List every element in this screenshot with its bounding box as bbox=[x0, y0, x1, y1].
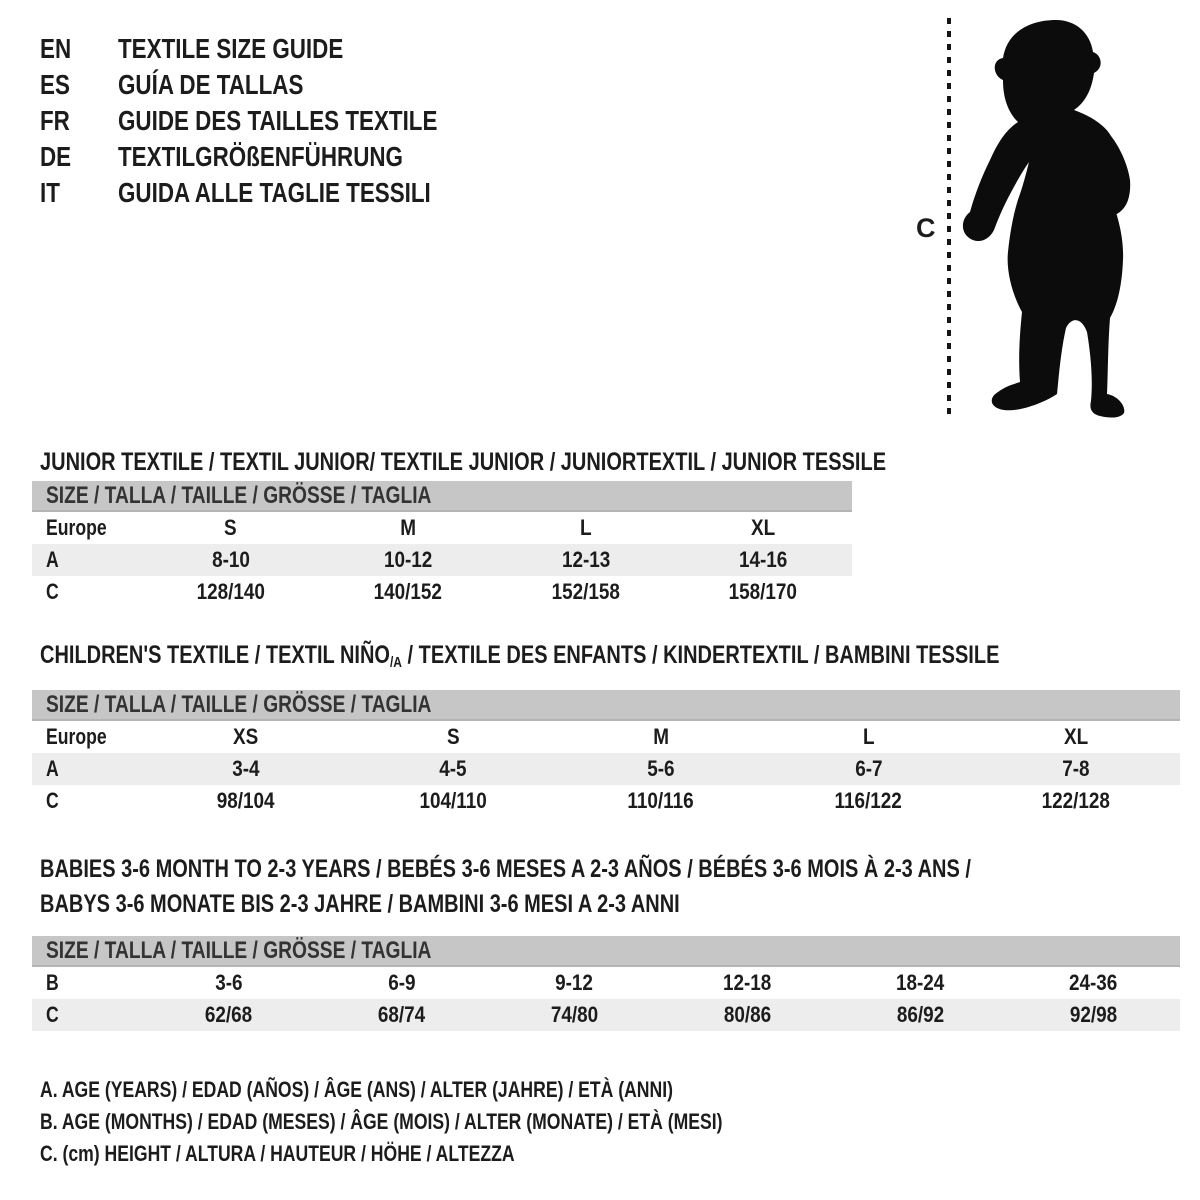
children-title-suffix: / TEXTILE DES ENFANTS / KINDERTEXTIL / B… bbox=[401, 641, 1000, 669]
toddler-silhouette bbox=[962, 20, 1131, 418]
table-row-europe: Europe XS S M L XL bbox=[32, 721, 1180, 753]
table-row-europe: Europe S M L XL bbox=[32, 512, 852, 544]
height-cell: 86/92 bbox=[896, 1002, 945, 1027]
age-cell: 3-4 bbox=[232, 756, 260, 781]
size-cell: S bbox=[447, 724, 460, 749]
language-code: DE bbox=[40, 141, 72, 172]
size-cell: S bbox=[224, 515, 238, 540]
guide-title-fr: GUIDE DES TAILLES TEXTILE bbox=[118, 105, 438, 136]
height-cell: 122/128 bbox=[1041, 788, 1111, 813]
language-code: FR bbox=[40, 105, 70, 136]
age-cell: 3-6 bbox=[214, 970, 243, 995]
age-cell: 18-24 bbox=[896, 970, 945, 995]
language-row-de: DE TEXTILGRÖßENFÜHRUNG bbox=[40, 139, 517, 175]
size-header-label: SIZE / TALLA / TAILLE / GRÖSSE / TAGLIA bbox=[46, 690, 432, 718]
age-cell: 9-12 bbox=[555, 970, 594, 995]
age-cell: 10-12 bbox=[384, 547, 433, 572]
junior-size-header-bar: SIZE / TALLA / TAILLE / GRÖSSE / TAGLIA bbox=[32, 481, 852, 512]
row-label: A bbox=[46, 547, 59, 572]
legend-note-c: C. (cm) HEIGHT / ALTURA / HAUTEUR / HÖHE… bbox=[40, 1141, 515, 1166]
height-cell: 80/86 bbox=[723, 1002, 772, 1027]
legend-note-b: B. AGE (MONTHS) / EDAD (MESES) / ÂGE (MO… bbox=[40, 1109, 723, 1134]
language-row-es: ES GUÍA DE TALLAS bbox=[40, 67, 517, 103]
children-section-title: CHILDREN'S TEXTILE / TEXTIL NIÑO/A / TEX… bbox=[40, 640, 1200, 678]
table-row-age-months: B 3-6 6-9 9-12 12-18 18-24 24-36 bbox=[32, 967, 1180, 999]
guide-title-es: GUÍA DE TALLAS bbox=[118, 69, 304, 100]
height-measure-dashed-line bbox=[947, 18, 951, 416]
height-cell: 158/170 bbox=[729, 579, 798, 604]
babies-title-line1: BABIES 3-6 MONTH TO 2-3 YEARS / BEBÉS 3-… bbox=[40, 855, 971, 883]
age-cell: 8-10 bbox=[211, 547, 250, 572]
babies-size-header-bar: SIZE / TALLA / TAILLE / GRÖSSE / TAGLIA bbox=[32, 936, 1180, 967]
height-cell: 62/68 bbox=[204, 1002, 253, 1027]
children-title-sub: /A bbox=[389, 654, 402, 671]
table-row-height-cm: C 98/104 104/110 110/116 116/122 122/128 bbox=[32, 785, 1180, 817]
babies-title-line2: BABYS 3-6 MONATE BIS 2-3 JAHRE / BAMBINI… bbox=[40, 890, 680, 918]
row-label: C bbox=[46, 579, 59, 604]
height-cell: 74/80 bbox=[550, 1002, 599, 1027]
language-code: IT bbox=[40, 177, 60, 208]
age-cell: 5-6 bbox=[647, 756, 675, 781]
legend-note-a: A. AGE (YEARS) / EDAD (AÑOS) / ÂGE (ANS)… bbox=[40, 1077, 673, 1102]
language-row-fr: FR GUIDE DES TAILLES TEXTILE bbox=[40, 103, 517, 139]
row-label: Europe bbox=[46, 515, 107, 540]
height-measure-label: C bbox=[916, 213, 936, 243]
size-cell: L bbox=[862, 724, 875, 749]
age-cell: 6-7 bbox=[854, 756, 883, 781]
height-cell: 110/116 bbox=[627, 788, 695, 813]
table-row-age-years: A 3-4 4-5 5-6 6-7 7-8 bbox=[32, 753, 1180, 785]
language-code: EN bbox=[40, 33, 72, 64]
babies-size-table: SIZE / TALLA / TAILLE / GRÖSSE / TAGLIA … bbox=[32, 936, 1180, 1031]
table-row-age-years: A 8-10 10-12 12-13 14-16 bbox=[32, 544, 852, 576]
row-label: C bbox=[46, 1002, 59, 1027]
table-row-height-cm: C 62/68 68/74 74/80 80/86 86/92 92/98 bbox=[32, 999, 1180, 1031]
height-cell: 128/140 bbox=[196, 579, 265, 604]
size-cell: XS bbox=[233, 724, 259, 749]
language-row-it: IT GUIDA ALLE TAGLIE TESSILI bbox=[40, 175, 517, 211]
height-cell: 116/122 bbox=[834, 788, 903, 813]
table-row-height-cm: C 128/140 140/152 152/158 158/170 bbox=[32, 576, 852, 608]
children-title-prefix: CHILDREN'S TEXTILE / TEXTIL NIÑO bbox=[40, 641, 390, 669]
age-cell: 7-8 bbox=[1062, 756, 1090, 781]
row-label: Europe bbox=[46, 724, 107, 749]
size-cell: XL bbox=[751, 515, 776, 540]
age-cell: 12-13 bbox=[561, 547, 610, 572]
guide-title-it: GUIDA ALLE TAGLIE TESSILI bbox=[118, 177, 431, 208]
height-cell: 104/110 bbox=[419, 788, 488, 813]
language-row-en: EN TEXTILE SIZE GUIDE bbox=[40, 31, 517, 67]
children-size-table: SIZE / TALLA / TAILLE / GRÖSSE / TAGLIA … bbox=[32, 690, 1180, 817]
guide-title-de: TEXTILGRÖßENFÜHRUNG bbox=[118, 141, 403, 172]
size-cell: L bbox=[579, 515, 592, 540]
row-label: A bbox=[46, 756, 59, 781]
size-cell: M bbox=[400, 515, 417, 540]
children-size-header-bar: SIZE / TALLA / TAILLE / GRÖSSE / TAGLIA bbox=[32, 690, 1180, 721]
language-title-list: EN TEXTILE SIZE GUIDE ES GUÍA DE TALLAS … bbox=[40, 31, 517, 211]
legend-notes: A. AGE (YEARS) / EDAD (AÑOS) / ÂGE (ANS)… bbox=[40, 1074, 893, 1170]
guide-title-en: TEXTILE SIZE GUIDE bbox=[118, 33, 344, 64]
height-cell: 152/158 bbox=[551, 579, 620, 604]
size-cell: XL bbox=[1064, 724, 1089, 749]
size-header-label: SIZE / TALLA / TAILLE / GRÖSSE / TAGLIA bbox=[46, 936, 432, 964]
age-cell: 4-5 bbox=[439, 756, 468, 781]
size-header-label: SIZE / TALLA / TAILLE / GRÖSSE / TAGLIA bbox=[46, 481, 432, 509]
age-cell: 14-16 bbox=[739, 547, 788, 572]
height-cell: 68/74 bbox=[377, 1002, 426, 1027]
height-cell: 92/98 bbox=[1069, 1002, 1118, 1027]
junior-section-title: JUNIOR TEXTILE / TEXTIL JUNIOR/ TEXTILE … bbox=[40, 448, 887, 476]
age-cell: 6-9 bbox=[387, 970, 416, 995]
height-cell: 98/104 bbox=[216, 788, 275, 813]
junior-size-table: SIZE / TALLA / TAILLE / GRÖSSE / TAGLIA … bbox=[32, 481, 852, 608]
babies-section-title: BABIES 3-6 MONTH TO 2-3 YEARS / BEBÉS 3-… bbox=[40, 852, 1200, 922]
height-cell: 140/152 bbox=[374, 579, 443, 604]
language-code: ES bbox=[40, 69, 70, 100]
row-label: B bbox=[46, 970, 59, 995]
size-cell: M bbox=[653, 724, 669, 749]
age-cell: 12-18 bbox=[723, 970, 772, 995]
age-cell: 24-36 bbox=[1069, 970, 1118, 995]
row-label: C bbox=[46, 788, 59, 813]
